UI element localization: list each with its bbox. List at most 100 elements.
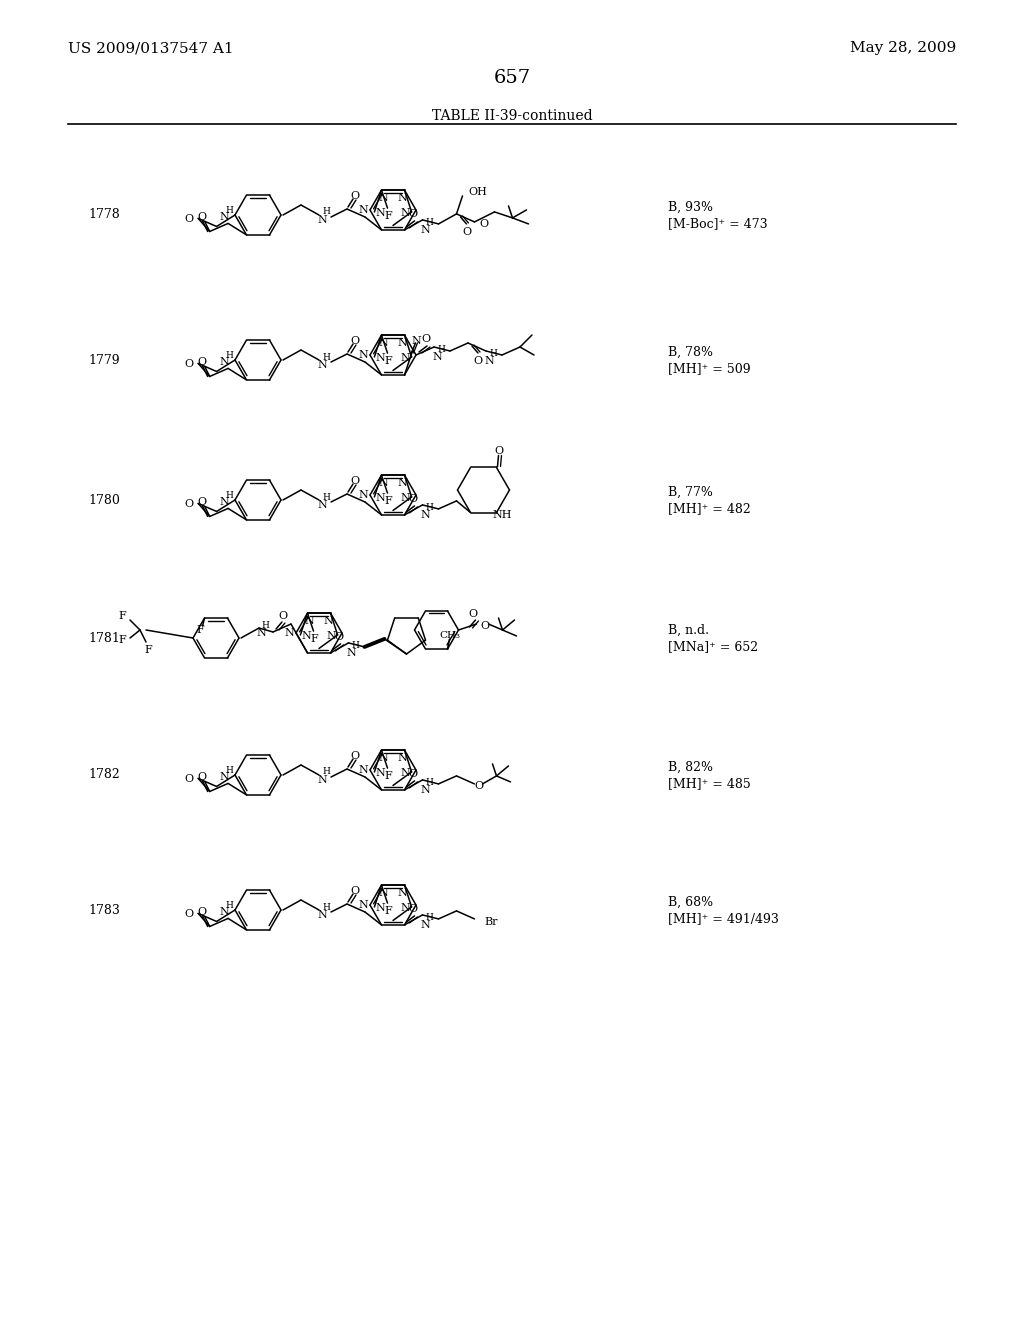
Text: N: N xyxy=(400,209,411,218)
Text: N: N xyxy=(347,648,356,657)
Text: [MH]⁺ = 482: [MH]⁺ = 482 xyxy=(668,503,751,516)
Text: O: O xyxy=(422,334,430,345)
Text: H: H xyxy=(351,642,359,651)
Text: N: N xyxy=(400,492,411,503)
Text: H: H xyxy=(323,767,330,776)
Text: N: N xyxy=(324,616,334,626)
Text: O: O xyxy=(184,499,194,510)
Text: H: H xyxy=(261,620,269,630)
Text: O: O xyxy=(198,498,206,507)
Text: O: O xyxy=(479,219,488,228)
Text: O: O xyxy=(350,337,359,346)
Text: N: N xyxy=(358,900,368,909)
Text: N: N xyxy=(358,766,368,775)
Text: F: F xyxy=(385,356,392,366)
Text: O: O xyxy=(462,227,471,236)
Text: CH₃: CH₃ xyxy=(439,631,460,640)
Text: N: N xyxy=(317,909,327,920)
Text: H: H xyxy=(225,351,233,360)
Text: N: N xyxy=(376,492,385,503)
Text: F: F xyxy=(310,634,318,644)
Text: N: N xyxy=(484,356,494,366)
Text: H: H xyxy=(225,766,233,775)
Text: N: N xyxy=(301,631,311,642)
Text: O: O xyxy=(184,214,194,224)
Text: N: N xyxy=(421,920,430,929)
Text: N: N xyxy=(317,215,327,224)
Text: H: H xyxy=(426,218,433,227)
Text: N: N xyxy=(376,768,385,777)
Text: O: O xyxy=(279,611,288,620)
Text: N: N xyxy=(379,338,388,348)
Text: N: N xyxy=(397,754,408,763)
Text: O: O xyxy=(473,356,482,366)
Text: OH: OH xyxy=(469,187,487,197)
Text: H: H xyxy=(426,779,433,788)
Text: O: O xyxy=(334,632,343,642)
Text: N: N xyxy=(219,772,229,783)
Text: N: N xyxy=(358,490,368,500)
Text: H: H xyxy=(426,503,433,512)
Text: O: O xyxy=(408,904,417,913)
Text: F: F xyxy=(385,771,392,781)
Text: N: N xyxy=(376,352,385,363)
Text: F: F xyxy=(118,611,126,620)
Text: [MH]⁺ = 485: [MH]⁺ = 485 xyxy=(668,777,751,791)
Text: N: N xyxy=(304,616,314,626)
Text: 1778: 1778 xyxy=(88,209,120,222)
Text: N: N xyxy=(421,224,430,235)
Text: N: N xyxy=(379,754,388,763)
Text: N: N xyxy=(317,500,327,510)
Text: [MNa]⁺ = 652: [MNa]⁺ = 652 xyxy=(668,640,758,653)
Text: H: H xyxy=(323,207,330,216)
Text: O: O xyxy=(350,886,359,896)
Text: O: O xyxy=(350,477,359,486)
Text: N: N xyxy=(219,907,229,917)
Text: N: N xyxy=(219,498,229,507)
Text: N: N xyxy=(376,903,385,913)
Text: N: N xyxy=(379,193,388,203)
Text: B, 93%: B, 93% xyxy=(668,201,713,214)
Text: O: O xyxy=(474,781,483,791)
Text: N: N xyxy=(397,478,408,488)
Text: F: F xyxy=(197,626,205,635)
Text: O: O xyxy=(408,494,417,504)
Text: B, 68%: B, 68% xyxy=(668,895,713,908)
Text: N: N xyxy=(397,193,408,203)
Text: [MH]⁺ = 509: [MH]⁺ = 509 xyxy=(668,363,751,375)
Text: N: N xyxy=(400,903,411,913)
Text: O: O xyxy=(408,209,417,219)
Text: N: N xyxy=(379,888,388,898)
Text: O: O xyxy=(350,751,359,762)
Text: F: F xyxy=(385,906,392,916)
Text: N: N xyxy=(379,478,388,488)
Text: N: N xyxy=(432,352,442,362)
Text: B, 82%: B, 82% xyxy=(668,760,713,774)
Text: N: N xyxy=(219,358,229,367)
Text: US 2009/0137547 A1: US 2009/0137547 A1 xyxy=(68,41,233,55)
Text: H: H xyxy=(225,902,233,909)
Text: N: N xyxy=(327,631,337,642)
Text: H: H xyxy=(426,913,433,923)
Text: N: N xyxy=(400,768,411,777)
Text: O: O xyxy=(198,358,206,367)
Text: O: O xyxy=(198,907,206,917)
Text: N: N xyxy=(358,205,368,215)
Text: O: O xyxy=(198,213,206,223)
Text: O: O xyxy=(184,909,194,920)
Text: B, 78%: B, 78% xyxy=(668,346,713,359)
Text: N: N xyxy=(284,628,294,638)
Text: Br: Br xyxy=(484,917,498,927)
Text: N: N xyxy=(317,775,327,785)
Text: O: O xyxy=(350,191,359,201)
Text: N: N xyxy=(358,350,368,360)
Text: [MH]⁺ = 491/493: [MH]⁺ = 491/493 xyxy=(668,912,779,925)
Text: F: F xyxy=(385,496,392,506)
Text: N: N xyxy=(317,360,327,370)
Text: O: O xyxy=(184,775,194,784)
Text: 1781: 1781 xyxy=(88,631,120,644)
Text: H: H xyxy=(225,491,233,500)
Text: N: N xyxy=(421,785,430,795)
Text: May 28, 2009: May 28, 2009 xyxy=(850,41,956,55)
Text: N: N xyxy=(412,335,421,346)
